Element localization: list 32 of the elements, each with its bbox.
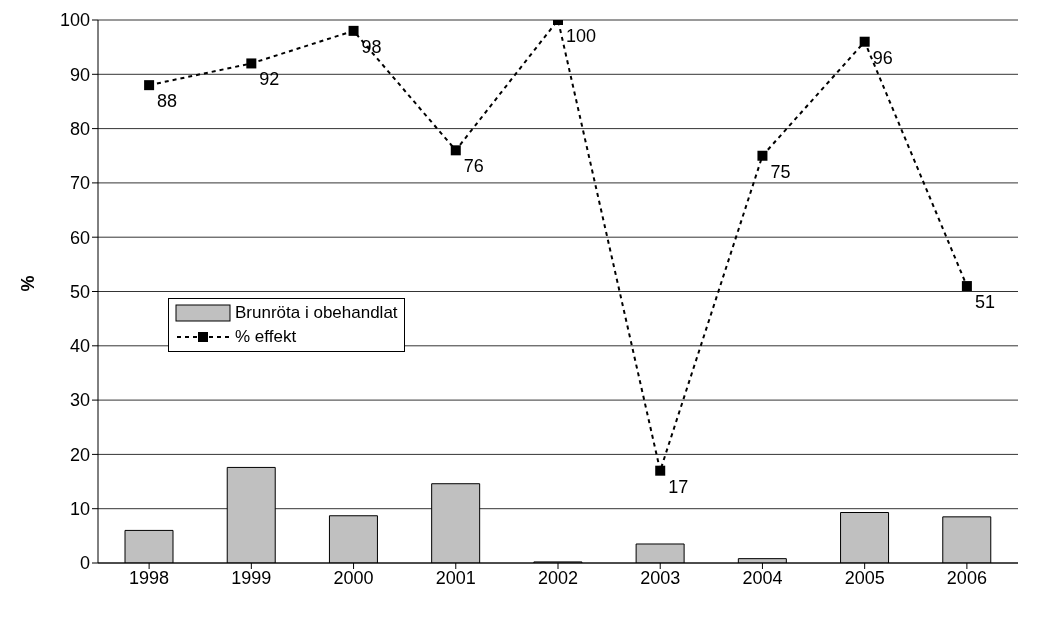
x-tick-label: 2002 — [537, 567, 579, 588]
y-axis-title: % — [18, 275, 39, 292]
y-tick-label: 40 — [69, 336, 90, 357]
y-tick-label: 10 — [69, 499, 90, 520]
legend-label: Brunröta i obehandlat — [235, 302, 398, 324]
x-tick-label: 1999 — [231, 567, 272, 588]
x-tick-label: 1998 — [129, 567, 170, 588]
y-tick-label: 0 — [79, 553, 90, 574]
data-label: 17 — [668, 476, 689, 497]
y-tick-label: 30 — [69, 390, 90, 411]
x-tick-label: 2005 — [844, 567, 885, 588]
y-tick-label: 50 — [69, 281, 90, 302]
x-tick-label: 2003 — [640, 567, 681, 588]
x-tick-label: 2006 — [946, 567, 987, 588]
x-tick-label: 2000 — [333, 567, 374, 588]
x-tick-label: 2004 — [742, 567, 783, 588]
y-tick-label: 80 — [69, 118, 90, 139]
data-label: 88 — [157, 91, 178, 112]
y-tick-label: 90 — [69, 64, 90, 85]
data-label: 76 — [463, 156, 484, 177]
x-tick-label: 2001 — [435, 567, 476, 588]
data-label: 98 — [361, 36, 382, 57]
data-label: 100 — [566, 26, 597, 46]
data-label: 51 — [974, 292, 995, 313]
data-label: 92 — [259, 69, 280, 90]
y-tick-label: 70 — [69, 173, 90, 194]
data-label: 96 — [872, 47, 893, 68]
y-tick-label: 100 — [59, 10, 90, 31]
y-tick-label: 20 — [69, 444, 90, 465]
data-label: 75 — [770, 161, 791, 182]
legend-label: % effekt — [235, 326, 297, 348]
y-tick-label: 60 — [69, 227, 90, 248]
